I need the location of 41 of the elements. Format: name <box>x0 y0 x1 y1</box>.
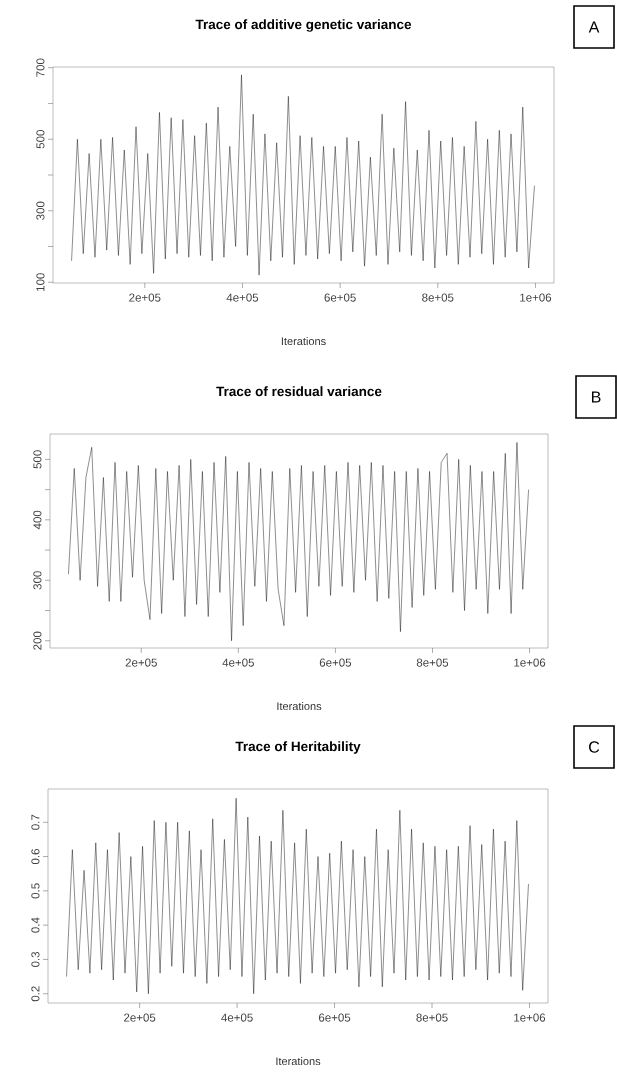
y-tick-label: 200 <box>33 631 42 650</box>
y-tick-label: 400 <box>33 510 42 530</box>
line-series <box>66 798 529 994</box>
x-axis-title: Iterations <box>277 702 322 711</box>
y-tick-label: 500 <box>33 450 42 469</box>
x-tick-label: 8e+05 <box>422 293 454 302</box>
x-tick-label: 1e+06 <box>514 658 546 667</box>
x-tick-label: 4e+05 <box>222 658 254 667</box>
x-tick-label: 8e+05 <box>416 1013 448 1022</box>
x-tick-label: 2e+05 <box>125 658 157 667</box>
x-tick-label: 6e+05 <box>324 293 356 302</box>
x-tick-label: 2e+05 <box>129 293 161 302</box>
x-tick-label: 1e+06 <box>514 1013 546 1022</box>
x-tick-label: 1e+06 <box>520 293 552 302</box>
y-tick-label: 0.4 <box>31 917 40 933</box>
x-axis-title: Iterations <box>281 337 326 346</box>
text: C <box>589 741 600 753</box>
x-tick-label: 6e+05 <box>318 1013 351 1022</box>
y-tick-label: 100 <box>36 273 45 291</box>
y-tick-label: 0.5 <box>31 883 40 899</box>
line-series <box>71 74 535 276</box>
y-tick-label: 300 <box>36 201 45 220</box>
text: B <box>591 391 601 403</box>
x-tick-label: 6e+05 <box>319 658 352 667</box>
chart-title: Trace of additive genetic variance <box>195 19 412 32</box>
x-tick-label: 8e+05 <box>416 658 449 667</box>
y-tick-label: 500 <box>36 130 45 149</box>
x-tick-label: 4e+05 <box>226 293 259 302</box>
text: A <box>588 21 600 33</box>
y-tick-label: 700 <box>36 58 45 77</box>
y-tick-label: 0.6 <box>31 849 40 865</box>
x-tick-label: 4e+05 <box>221 1013 253 1022</box>
chart-title: Trace of Heritability <box>235 741 361 754</box>
y-tick-label: 0.2 <box>31 986 40 1002</box>
line-series <box>68 442 529 641</box>
x-axis-title: Iterations <box>276 1057 321 1066</box>
y-tick-label: 0.3 <box>31 951 40 967</box>
x-tick-label: 2e+05 <box>124 1013 156 1022</box>
chart-title: Trace of residual variance <box>216 386 382 397</box>
y-tick-label: 0.7 <box>31 814 40 830</box>
y-tick-label: 300 <box>33 571 42 590</box>
